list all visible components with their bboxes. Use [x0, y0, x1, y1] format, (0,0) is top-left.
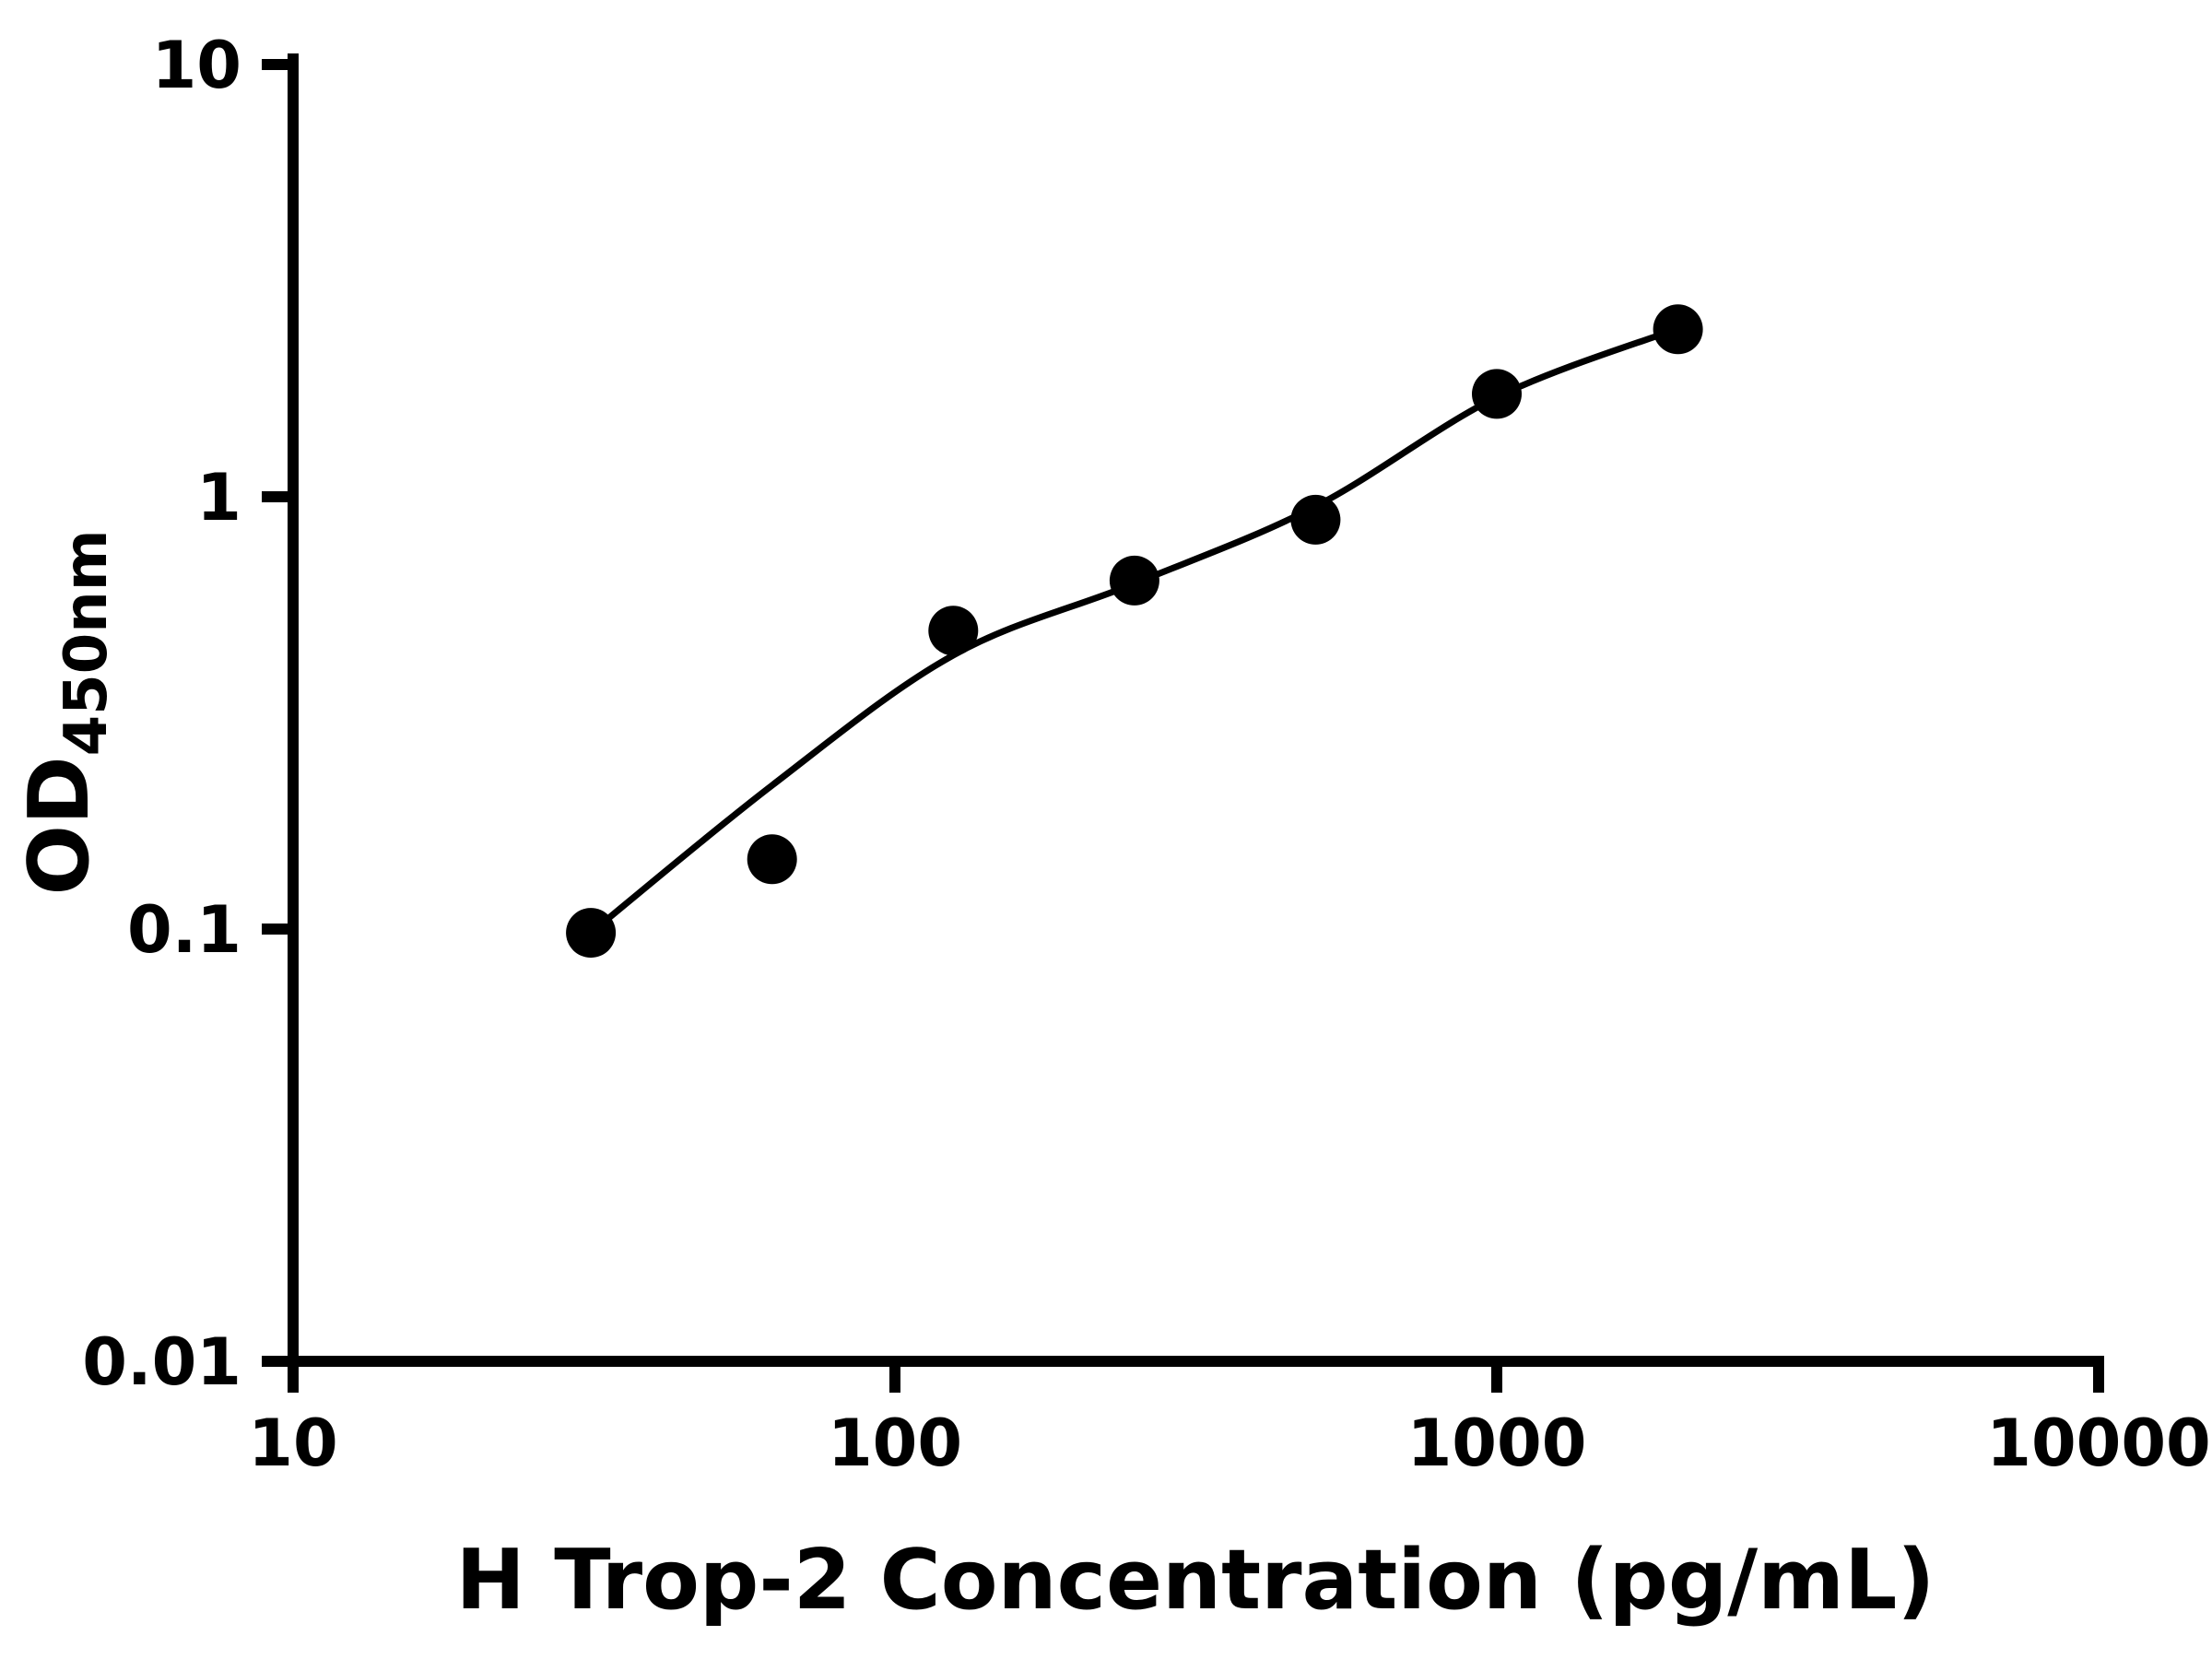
data-point: [1109, 555, 1159, 606]
axis-frame: [288, 53, 2104, 1367]
y-tick-label: 0.1: [127, 892, 241, 968]
x-tick-label: 10000: [1986, 1406, 2211, 1481]
y-tick-label: 10: [152, 28, 241, 103]
y-axis-title-base: OD: [11, 756, 108, 895]
x-axis-title: H Trop-2 Concentration (pg/mL): [456, 1532, 1936, 1629]
data-point: [1653, 304, 1703, 355]
data-point: [1290, 494, 1341, 545]
x-tick-label: 100: [828, 1406, 962, 1481]
fit-curve-line: [587, 325, 1682, 936]
data-point: [928, 606, 979, 656]
data-point: [747, 834, 797, 885]
y-axis-title-subscript: 450nm: [53, 529, 121, 756]
y-tick-label: 1: [196, 460, 241, 535]
data-point: [1472, 369, 1522, 419]
points-layer: [566, 304, 1703, 959]
x-tick-label: 10: [248, 1406, 337, 1481]
y-axis-title: OD450nm: [11, 529, 121, 895]
curve-layer: [587, 325, 1682, 936]
y-tick-label: 0.01: [82, 1324, 241, 1400]
x-tick-label: 1000: [1407, 1406, 1587, 1481]
data-point: [566, 908, 617, 959]
axes-layer: 10 100 1000 10000 0.01 0.1 1 10: [82, 28, 2210, 1481]
